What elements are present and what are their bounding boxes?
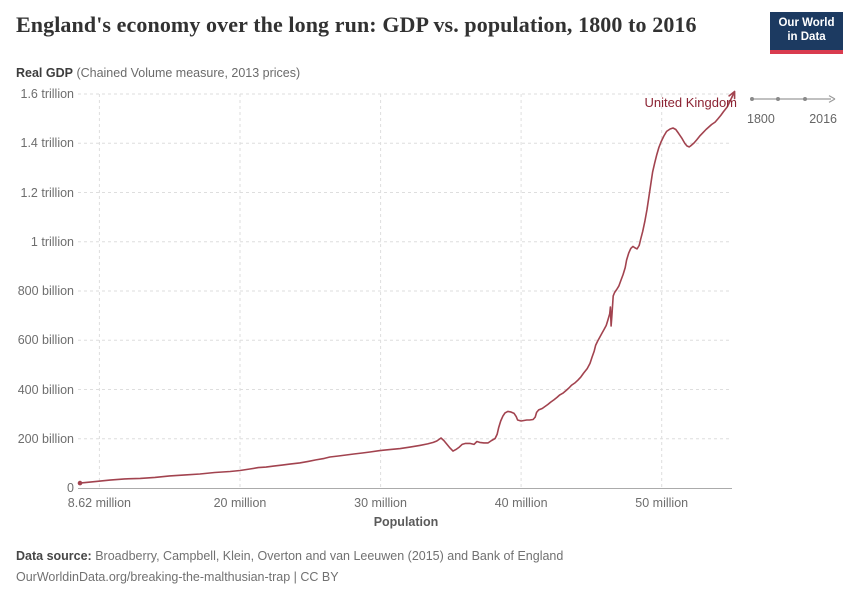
y-tick-label: 0: [67, 481, 74, 495]
attribution-line[interactable]: OurWorldinData.org/breaking-the-malthusi…: [16, 570, 339, 584]
page-title: England's economy over the long run: GDP…: [16, 12, 697, 37]
x-tick-label: 30 million: [354, 496, 407, 510]
timeline-widget[interactable]: 1800 2016: [747, 92, 837, 126]
logo-line-2: in Data: [787, 31, 826, 43]
x-tick-label: 50 million: [635, 496, 689, 510]
line-end-arrow-icon: [728, 90, 736, 100]
y-tick-label: 1.4 trillion: [20, 136, 75, 151]
subtitle-detail: (Chained Volume measure, 2013 prices): [72, 66, 301, 80]
x-tick-label: 20 million: [213, 496, 267, 510]
gdp-vs-population-line[interactable]: [79, 96, 733, 484]
y-tick-label: 800 billion: [17, 284, 74, 298]
y-tick-label: 200 billion: [17, 431, 74, 446]
data-source-line: Data source: Broadberry, Campbell, Klein…: [16, 546, 816, 567]
series-start-dot: [77, 480, 83, 486]
data-source-label: Data source:: [16, 549, 92, 563]
y-tick-label: 1.6 trillion: [20, 87, 75, 101]
logo-line-1: Our World: [778, 17, 835, 30]
x-axis-title: Population: [373, 515, 439, 529]
y-tick-label: 600 billion: [17, 333, 74, 348]
entity-label[interactable]: United Kingdom: [644, 95, 738, 110]
timeline-start-year[interactable]: 1800: [747, 112, 775, 126]
y-tick-label: 400 billion: [17, 382, 74, 397]
chart-subtitle: Real GDP (Chained Volume measure, 2013 p…: [16, 66, 300, 80]
subtitle-variable: Real GDP: [16, 66, 73, 80]
timeline-track-icon: [750, 95, 836, 103]
chart-footer: Data source: Broadberry, Campbell, Klein…: [16, 546, 816, 588]
x-tick-label: 8.62 million: [67, 496, 131, 510]
y-tick-label: 1.2 trillion: [20, 185, 75, 200]
owid-logo[interactable]: Our World in Data: [770, 12, 843, 54]
y-tick-label: 1 trillion: [30, 234, 74, 249]
x-tick-label: 40 million: [494, 496, 548, 510]
timeline-end-year[interactable]: 2016: [809, 112, 837, 126]
data-source-text: Broadberry, Campbell, Klein, Overton and…: [91, 549, 564, 563]
